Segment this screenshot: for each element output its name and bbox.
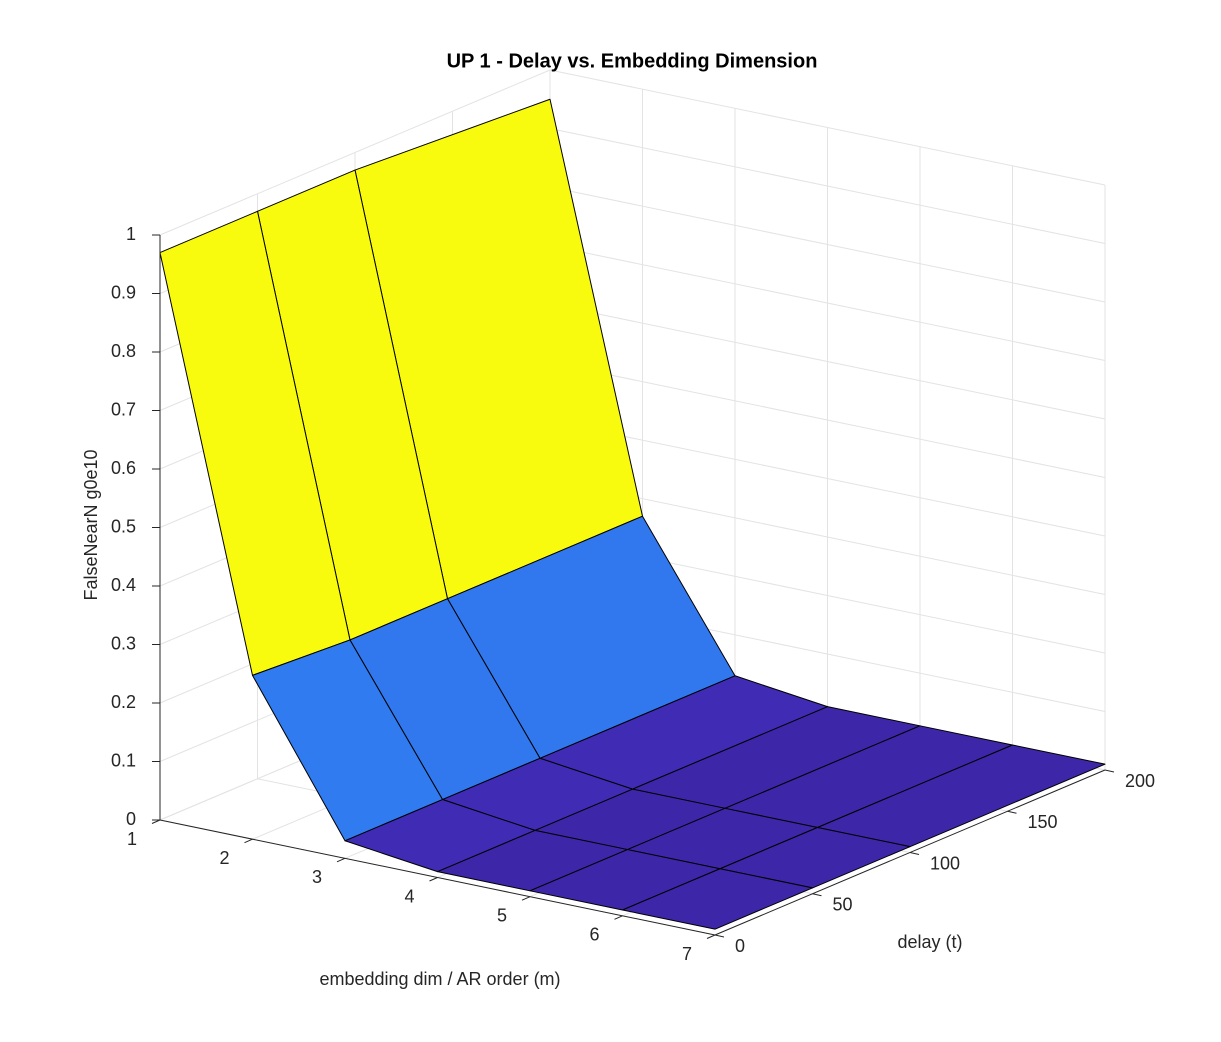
tick-mark (1007, 810, 1017, 814)
tick-mark (151, 819, 161, 824)
tick-mark (244, 838, 253, 844)
z-tick-label: 0.8 (111, 341, 136, 361)
x-axis-label: embedding dim / AR order (m) (319, 969, 560, 989)
x-tick-label: 7 (682, 944, 692, 964)
y-tick-label: 50 (833, 895, 853, 915)
x-tick-label: 2 (219, 848, 229, 868)
surface (159, 98, 1106, 930)
y-tick-label: 0 (735, 936, 745, 956)
tick-mark (1104, 769, 1115, 773)
x-tick-label: 1 (127, 829, 137, 849)
tick-mark (336, 857, 346, 863)
z-tick-label: 0.4 (111, 575, 136, 595)
tick-mark (614, 915, 623, 920)
x-tick-label: 5 (497, 905, 507, 925)
y-tick-label: 100 (930, 853, 960, 873)
surface-face (622, 868, 813, 930)
tick-mark (521, 896, 531, 901)
tick-mark (909, 852, 920, 855)
z-tick-label: 0 (126, 809, 136, 829)
z-tick-label: 0.1 (111, 750, 136, 770)
z-tick-label: 0.5 (111, 516, 136, 536)
tick-mark (429, 877, 438, 882)
z-axis-label: FalseNearN g0e10 (81, 449, 101, 600)
z-tick-label: 1 (126, 224, 136, 244)
tick-mark (714, 934, 725, 938)
z-tick-label: 0.7 (111, 399, 136, 419)
y-tick-label: 200 (1125, 771, 1155, 791)
tick-mark (706, 934, 716, 939)
z-tick-label: 0.6 (111, 458, 136, 478)
z-tick-label: 0.2 (111, 692, 136, 712)
axes: 0 0.1 0.2 0.3 0.4 0.5 0.6 0.7 0.8 0.9 1 1 2 3 4 5 6 7 0 50 1… (111, 224, 1155, 964)
x-tick-label: 4 (404, 886, 414, 906)
chart-title: UP 1 - Delay vs. Embedding Dimension (447, 50, 818, 72)
x-tick-label: 3 (312, 867, 322, 887)
z-tick-label: 0.9 (111, 282, 136, 302)
y-tick-label: 150 (1028, 812, 1058, 832)
tick-mark (812, 893, 822, 897)
x-tick-label: 6 (589, 925, 599, 945)
z-tick-label: 0.3 (111, 633, 136, 653)
y-axis-label: delay (t) (897, 932, 962, 952)
